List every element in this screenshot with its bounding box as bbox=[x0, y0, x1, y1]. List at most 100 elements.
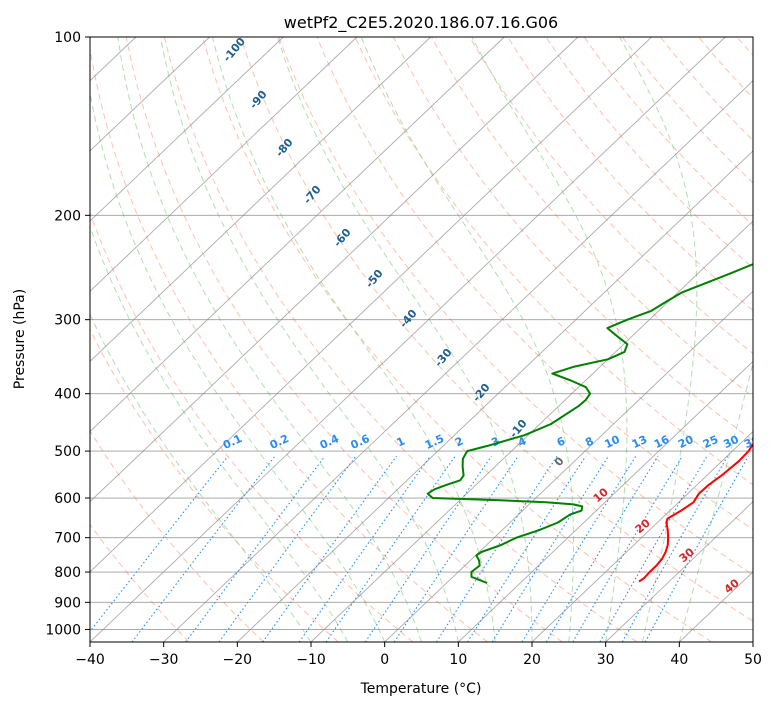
chart-title: wetPf2_C2E5.2020.186.07.16.G06 bbox=[284, 13, 558, 33]
x-tick-label: −20 bbox=[223, 652, 253, 668]
dry-adiabat bbox=[431, 37, 753, 398]
mixing-ratio-label: 16 bbox=[652, 433, 672, 451]
y-tick-label: 100 bbox=[54, 30, 81, 46]
mixing-ratio-line bbox=[364, 455, 492, 642]
plot-frame bbox=[89, 36, 754, 643]
y-tick-label: 1000 bbox=[45, 622, 81, 638]
mixing-ratio-line bbox=[325, 455, 456, 642]
mixing-ratio-line bbox=[393, 455, 519, 642]
x-tick-label: −40 bbox=[75, 652, 105, 668]
profile-series bbox=[426, 263, 753, 584]
moist-adiabat-label: 0 bbox=[552, 454, 567, 468]
mixing-ratio-line bbox=[218, 455, 357, 642]
x-tick-label: −30 bbox=[149, 652, 179, 668]
y-tick-label: 400 bbox=[54, 387, 81, 403]
isotherm-gridline bbox=[237, 150, 753, 642]
isotherm-gridline bbox=[90, 37, 726, 642]
y-tick-label: 600 bbox=[54, 491, 81, 507]
mixing-ratio-label: 10 bbox=[603, 433, 623, 451]
dry-adiabat bbox=[660, 37, 753, 142]
isotherm-gridline bbox=[90, 37, 431, 362]
axis-ticks: −40 −30 −20 −10 0 10 20 30 40 5010020030040050060… bbox=[45, 30, 762, 668]
dry-adiabat bbox=[125, 37, 563, 642]
mixing-ratio-line bbox=[298, 455, 431, 642]
x-tick-label: 0 bbox=[380, 652, 389, 668]
y-tick-label: 200 bbox=[54, 208, 81, 224]
dry-adiabat bbox=[163, 37, 638, 642]
isotherm-gridline bbox=[90, 37, 210, 152]
dry-adiabat bbox=[621, 37, 753, 184]
dry-adiabat-label: 20 bbox=[633, 516, 653, 536]
moist-adiabat-label: -30 bbox=[432, 346, 455, 370]
isotherm-gridline bbox=[605, 501, 753, 642]
dry-adiabat bbox=[392, 37, 753, 442]
moist-adiabat bbox=[360, 37, 574, 642]
x-tick-label: −10 bbox=[296, 652, 326, 668]
x-axis-title: Temperature (°C) bbox=[360, 681, 482, 697]
moist-adiabat bbox=[159, 37, 459, 642]
dry-adiabat bbox=[202, 37, 712, 642]
isotherm-gridline bbox=[0, 37, 62, 642]
isotherm-gridline bbox=[163, 80, 753, 642]
dry-adiabat bbox=[90, 328, 339, 642]
moist-adiabat bbox=[211, 37, 496, 642]
x-tick-label: 10 bbox=[449, 652, 467, 668]
dry-adiabat bbox=[90, 45, 488, 642]
moist-adiabat bbox=[678, 360, 753, 642]
moist-adiabat bbox=[619, 37, 698, 642]
mixing-ratio-line bbox=[185, 455, 326, 642]
isotherm-gridline bbox=[90, 37, 505, 433]
mixing-ratio-line bbox=[644, 455, 749, 642]
dry-adiabat bbox=[240, 37, 753, 622]
dry-adiabat-label: 10 bbox=[591, 485, 611, 505]
moist-adiabat-label: -100 bbox=[220, 35, 248, 65]
isotherm-gridline bbox=[679, 571, 753, 642]
y-tick-label: 300 bbox=[54, 313, 81, 329]
mixing-ratio-line bbox=[131, 455, 276, 642]
moist-adiabat bbox=[90, 312, 312, 642]
isotherm-gridline bbox=[90, 37, 579, 503]
moist-adiabat bbox=[276, 37, 533, 642]
dry-adiabat bbox=[90, 523, 190, 642]
y-tick-label: 500 bbox=[54, 444, 81, 460]
mixing-ratio-label: 36 bbox=[742, 433, 762, 451]
moist-adiabat bbox=[90, 225, 349, 642]
dry-adiabat-label: 30 bbox=[677, 545, 697, 565]
moist-adiabat-label: -60 bbox=[331, 226, 354, 250]
isotherm-gridline bbox=[458, 360, 753, 642]
mixing-ratio-label: 0.4 bbox=[318, 432, 341, 452]
mixing-ratio-label: 1 bbox=[395, 434, 407, 449]
dry-adiabat bbox=[736, 37, 753, 56]
moist-adiabat-label: -40 bbox=[397, 307, 420, 331]
moist-adiabat-label: -20 bbox=[470, 381, 493, 405]
dry-adiabat bbox=[698, 37, 753, 99]
mixing-ratio-label: 20 bbox=[676, 433, 696, 451]
mixing-ratio-label: 8 bbox=[583, 434, 595, 449]
mixing-ratio-label: 0.1 bbox=[221, 432, 244, 452]
temperature-profile bbox=[638, 442, 753, 583]
mixing-ratio-label: 30 bbox=[721, 433, 741, 451]
dry-adiabat bbox=[90, 211, 414, 642]
moist-adiabat-label: -70 bbox=[301, 183, 324, 207]
x-tick-label: 20 bbox=[523, 652, 541, 668]
moist-adiabat-label: -80 bbox=[273, 136, 296, 160]
background-lines bbox=[90, 37, 753, 642]
x-tick-label: 30 bbox=[597, 652, 615, 668]
isotherm-gridline bbox=[90, 37, 358, 292]
moist-adiabat-label: -90 bbox=[247, 88, 270, 112]
dry-adiabat bbox=[316, 37, 753, 531]
dry-adiabat-label: 40 bbox=[722, 576, 742, 596]
dry-adiabat bbox=[545, 37, 753, 269]
mixing-ratio-line bbox=[90, 455, 229, 633]
moist-adiabat bbox=[471, 37, 628, 642]
x-tick-label: 40 bbox=[670, 652, 688, 668]
isotherm-gridline bbox=[752, 641, 753, 642]
x-tick-label: 50 bbox=[744, 652, 762, 668]
mixing-ratio-label: 25 bbox=[701, 433, 720, 451]
y-tick-label: 900 bbox=[54, 595, 81, 611]
y-tick-label: 800 bbox=[54, 565, 81, 581]
mixing-ratio-label: 13 bbox=[630, 433, 649, 451]
y-axis-title: Pressure (hPa) bbox=[12, 289, 28, 389]
moist-adiabat bbox=[117, 37, 422, 642]
